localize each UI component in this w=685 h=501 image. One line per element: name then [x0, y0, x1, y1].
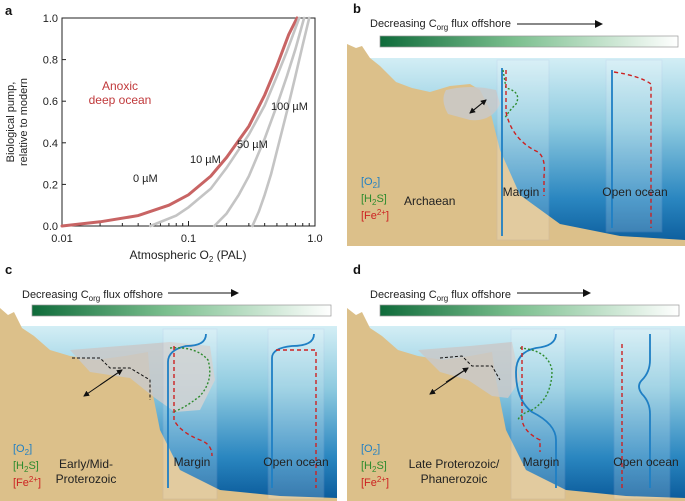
fe-profile-margin-c [173, 346, 213, 457]
x-axis-label: Atmospheric O2 (PAL) [130, 248, 247, 264]
omz-c [70, 342, 215, 412]
exchange-arrow-b2 [469, 99, 487, 114]
y-tick-label: 0.2 [43, 179, 58, 191]
x-tick-label: 0.1 [181, 233, 196, 245]
era-label-d-line2: Phanerozoic [421, 472, 488, 486]
curve-label-100um: 100 µM [271, 101, 308, 113]
open-label-c: Open ocean [263, 455, 328, 469]
dashed-path-d [439, 355, 501, 381]
legend-fe-b: [Fe2+] [361, 208, 389, 222]
flux-gradient-bar-d [379, 304, 680, 317]
era-label-c-line2: Proterozoic [56, 472, 117, 486]
panel-b: b Decreasing Corg flux offshore [O2] [H2… [347, 1, 685, 246]
legend-fe-c: [Fe2+] [13, 475, 41, 489]
h2s-profile-c [169, 347, 211, 413]
panel-c: c Decreasing Corg flux offshore [O2] [H2… [0, 262, 337, 501]
h2s-profile-b [502, 69, 519, 119]
o2-profile-margin-c [167, 333, 207, 488]
y-axis-label-line2: relative to modern [18, 78, 30, 166]
legend-o2-b: [O2] [361, 176, 380, 190]
seafloor-c [0, 308, 337, 501]
legend-fe-d: [Fe2+] [361, 475, 389, 489]
margin-label-c: Margin [174, 455, 211, 469]
era-label-c-line1: Early/Mid- [59, 457, 113, 471]
dashed-path-c [72, 357, 151, 400]
fe-profile-margin-b [505, 70, 546, 196]
anoxic-label-line1: Anoxic [102, 79, 138, 93]
seafloor-b [347, 44, 685, 246]
series-line-2 [213, 16, 306, 228]
exchange-arrow-d2 [429, 367, 469, 395]
y-tick-label: 0.8 [43, 55, 58, 67]
x-tick-label: 1.0 [307, 233, 322, 245]
panel-a: a 0.0 0.2 0.4 0.6 0.8 1.0 0.01 0.1 1.0 Biologic… [5, 3, 323, 264]
flux-gradient-bar-b [379, 35, 679, 48]
x-axis: 0.01 0.1 1.0 [51, 221, 323, 245]
margin-box-b [496, 59, 550, 241]
omz-b [443, 87, 500, 121]
x-tick-label: 0.01 [51, 233, 72, 245]
margin-box-c [162, 328, 218, 500]
curve-label-10um: 10 µM [190, 154, 221, 166]
open-label-d: Open ocean [613, 455, 678, 469]
open-box-c [267, 328, 325, 500]
seafloor-d [347, 308, 685, 501]
flux-label-b: Decreasing Corg flux offshore [370, 18, 511, 32]
flux-label-d: Decreasing Corg flux offshore [370, 289, 511, 303]
y-tick-label: 0.6 [43, 96, 58, 108]
panel-d: d Decreasing Corg flux offshore [O2] [H2… [347, 262, 685, 501]
exchange-arrow-c2 [83, 369, 123, 397]
omz-d [418, 342, 520, 398]
o2-profile-open-d [638, 334, 651, 488]
curve-label-0um: 0 µM [133, 173, 158, 185]
legend-h2s-c: [H2S] [13, 460, 39, 474]
y-axis: 0.0 0.2 0.4 0.6 0.8 1.0 [43, 13, 66, 233]
open-label-b: Open ocean [602, 185, 667, 199]
curve-label-50um: 50 µM [237, 139, 268, 151]
y-tick-label: 0.0 [43, 221, 58, 233]
series-line-1 [149, 16, 301, 228]
legend-h2s-b: [H2S] [361, 193, 387, 207]
o2-profile-margin-d [515, 333, 557, 488]
panel-c-label: c [5, 262, 12, 277]
y-tick-label: 1.0 [43, 13, 58, 25]
legend-h2s-d: [H2S] [361, 460, 387, 474]
era-label-b: Archaean [404, 194, 455, 208]
y-axis-label-line1: Biological pump, [5, 82, 17, 163]
open-box-d [613, 328, 671, 500]
flux-label-c: Decreasing Corg flux offshore [22, 289, 163, 303]
series-line-3 [251, 16, 311, 228]
margin-label-b: Margin [503, 185, 540, 199]
curves [60, 16, 311, 228]
panel-b-label: b [353, 1, 361, 16]
series-line-0 [60, 16, 299, 228]
panel-a-label: a [5, 3, 13, 18]
legend-o2-c: [O2] [13, 443, 32, 457]
era-label-d-line1: Late Proterozoic/ [409, 457, 500, 471]
y-tick-label: 0.4 [43, 138, 58, 150]
legend-o2-d: [O2] [361, 443, 380, 457]
open-box-b [605, 59, 663, 233]
panel-d-label: d [353, 262, 361, 277]
fe-profile-margin-d [521, 346, 541, 452]
margin-label-d: Margin [523, 455, 560, 469]
anoxic-label-line2: deep ocean [89, 93, 152, 107]
flux-gradient-bar-c [31, 304, 332, 317]
o2-profile-open-c [271, 333, 315, 488]
